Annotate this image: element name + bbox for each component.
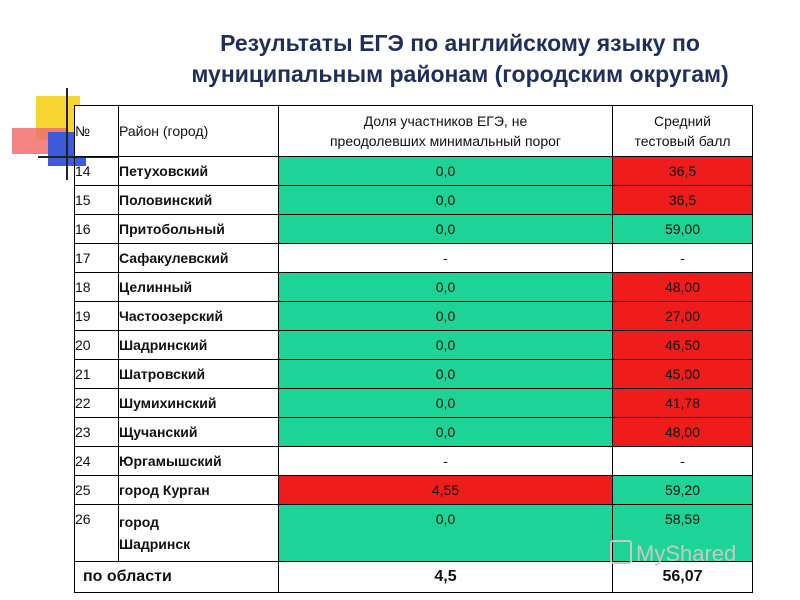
header-share-line2: преодолевших минимальный порог <box>329 133 562 149</box>
row-score: 36,5 <box>612 156 753 186</box>
row-district: Шумихинский <box>118 388 279 418</box>
table-row: 16 Притобольный 0,0 59,00 <box>74 214 753 244</box>
row-score: - <box>612 446 753 476</box>
row-num: 26 <box>74 504 119 562</box>
row-num: 18 <box>74 272 119 302</box>
slide-title: Результаты ЕГЭ по английскому языку по м… <box>110 28 800 90</box>
row-share: - <box>278 243 613 273</box>
header-num: № <box>74 105 119 157</box>
row-score: 27,00 <box>612 301 753 331</box>
row-num: 23 <box>74 417 119 447</box>
decor-vertical-line <box>66 88 68 180</box>
row-score: 59,00 <box>612 214 753 244</box>
row-num: 21 <box>74 359 119 389</box>
row-num: 25 <box>74 475 119 505</box>
row-district: Притобольный <box>118 214 279 244</box>
row-num: 16 <box>74 214 119 244</box>
row-num: 22 <box>74 388 119 418</box>
table-row: 20 Шадринский 0,0 46,50 <box>74 330 753 360</box>
row-score: 41,78 <box>612 388 753 418</box>
total-share: 4,5 <box>278 561 613 593</box>
row-score: 48,00 <box>612 417 753 447</box>
table-row: 14 Петуховский 0,0 36,5 <box>74 156 753 186</box>
results-table: № Район (город) Доля участников ЕГЭ, не … <box>74 105 753 593</box>
table-row: 19 Частоозерский 0,0 27,00 <box>74 301 753 331</box>
row-score: 45,00 <box>612 359 753 389</box>
row-num: 24 <box>74 446 119 476</box>
header-district: Район (город) <box>118 105 279 157</box>
row-num: 20 <box>74 330 119 360</box>
row-score: - <box>612 243 753 273</box>
row-share: 0,0 <box>278 330 613 360</box>
row-share: 0,0 <box>278 301 613 331</box>
row-district: Шадринский <box>118 330 279 360</box>
table-row: 23 Щучанский 0,0 48,00 <box>74 417 753 447</box>
row-num: 15 <box>74 185 119 215</box>
header-score: Средний тестовый балл <box>612 105 753 157</box>
row-score: 48,00 <box>612 272 753 302</box>
row-district: Целинный <box>118 272 279 302</box>
row-share: 0,0 <box>278 504 613 562</box>
row-district: Юргамышский <box>118 446 279 476</box>
row-num: 19 <box>74 301 119 331</box>
table-row: 22 Шумихинский 0,0 41,78 <box>74 388 753 418</box>
row-district: город Шадринск <box>118 504 279 562</box>
row-share: 0,0 <box>278 272 613 302</box>
row-district: Петуховский <box>118 156 279 186</box>
row-share: 0,0 <box>278 359 613 389</box>
row-num: 17 <box>74 243 119 273</box>
row-share: 0,0 <box>278 185 613 215</box>
table-row: 24 Юргамышский - - <box>74 446 753 476</box>
total-score: 56,07 <box>612 561 753 593</box>
table-row: 21 Шатровский 0,0 45,00 <box>74 359 753 389</box>
row-district: город Курган <box>118 475 279 505</box>
title-line-1: Результаты ЕГЭ по английскому языку по <box>220 30 700 56</box>
title-line-2: муниципальным районам (городским округам… <box>191 61 729 87</box>
row-district-line2: Шадринск <box>119 536 191 552</box>
header-score-line1: Средний <box>654 113 711 129</box>
table-row: 26 город Шадринск 0,0 58,59 <box>74 504 753 562</box>
row-district: Щучанский <box>118 417 279 447</box>
watermark-text: MyShared <box>636 541 737 566</box>
table-row: 17 Сафакулевский - - <box>74 243 753 273</box>
row-share: 0,0 <box>278 156 613 186</box>
row-score: 59,20 <box>612 475 753 505</box>
row-share: 0,0 <box>278 214 613 244</box>
watermark-icon <box>610 540 632 564</box>
row-district: Шатровский <box>118 359 279 389</box>
row-share: 4,55 <box>278 475 613 505</box>
row-district: Сафакулевский <box>118 243 279 273</box>
row-num: 14 <box>74 156 119 186</box>
header-score-line2: тестовый балл <box>634 133 731 149</box>
table-row: 15 Половинский 0,0 36,5 <box>74 185 753 215</box>
row-score: 58,59 <box>612 504 753 562</box>
table-row: 25 город Курган 4,55 59,20 <box>74 475 753 505</box>
row-share: 0,0 <box>278 417 613 447</box>
total-row: по области 4,5 56,07 <box>74 561 753 593</box>
row-district: Половинский <box>118 185 279 215</box>
row-district: Частоозерский <box>118 301 279 331</box>
header-share: Доля участников ЕГЭ, не преодолевших мин… <box>278 105 613 157</box>
row-share: - <box>278 446 613 476</box>
table-header-row: № Район (город) Доля участников ЕГЭ, не … <box>74 105 753 157</box>
row-score: 46,50 <box>612 330 753 360</box>
row-score: 36,5 <box>612 185 753 215</box>
row-share: 0,0 <box>278 388 613 418</box>
header-share-line1: Доля участников ЕГЭ, не <box>363 113 528 129</box>
row-district-line1: город <box>119 514 160 530</box>
total-label: по области <box>74 561 279 593</box>
watermark: MyShared <box>610 540 736 567</box>
table-row: 18 Целинный 0,0 48,00 <box>74 272 753 302</box>
